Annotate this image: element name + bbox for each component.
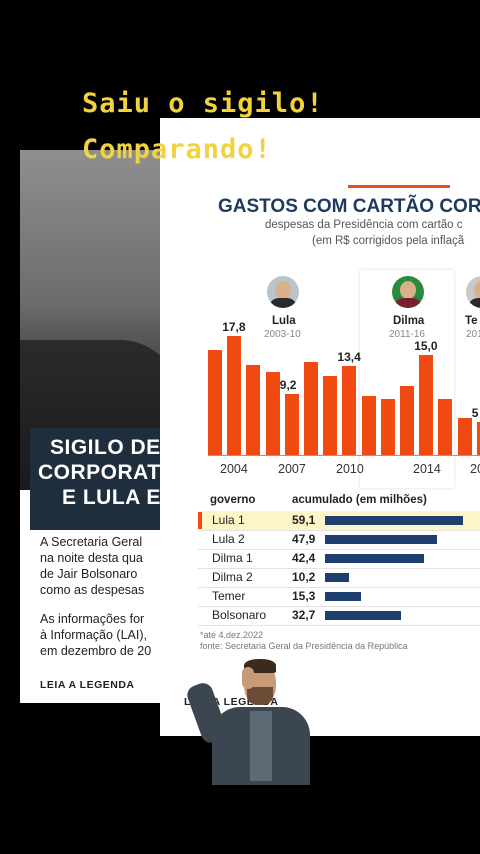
bar-value-label: 15,0 <box>414 339 438 353</box>
news-body-line: na noite desta qua <box>40 551 143 565</box>
chart-bar-2012 <box>380 399 395 455</box>
bar-value-label: 9,2 <box>279 377 297 392</box>
chart-bar-2003 <box>208 349 222 455</box>
chart-baseline <box>208 455 480 456</box>
news-headline-line-2: CORPORAT <box>38 461 161 484</box>
row-highlight-marker <box>198 512 202 529</box>
infographic-subtitle-2: (em R$ corrigidos pela inflaçã <box>312 235 465 247</box>
x-tick-label: 2007 <box>278 462 306 476</box>
dilma-avatar <box>392 276 424 308</box>
row-bar <box>325 611 402 620</box>
chart-bar-2013 <box>400 385 414 455</box>
news-body-line: de Jair Bolsonaro <box>40 567 138 581</box>
read-caption-label: LEIA A LEGENDA <box>40 679 135 691</box>
chart-bar-2006 <box>265 372 280 455</box>
title-accent-line <box>348 185 450 188</box>
chart-bar-2016 <box>457 417 472 455</box>
background-news-card: SIGILO DE CORPORAT E LULA E A Secretaria… <box>20 150 180 703</box>
chart-bar-2005 <box>246 365 261 455</box>
x-tick-label: 20 <box>470 462 480 476</box>
row-bar <box>325 573 349 582</box>
footnote-source: fonte: Secretaria Geral da Presidência d… <box>200 641 408 651</box>
chart-bar-2017 <box>476 421 480 455</box>
presenter-video-overlay <box>184 655 312 785</box>
table-row: Lula 1 59,1 <box>198 511 480 531</box>
chart-bar-2011 <box>361 395 376 455</box>
president-name: Te <box>465 315 478 327</box>
x-tick-label: 2004 <box>220 462 248 476</box>
presenter-beard <box>247 687 273 705</box>
table-row: Bolsonaro 32,7 <box>198 606 480 626</box>
lula-avatar <box>267 276 299 308</box>
president-name: Lula <box>272 315 296 327</box>
row-value: 15,3 <box>292 589 316 603</box>
footnote-date: *até 4.dez.2022 <box>200 630 264 640</box>
row-bar <box>325 535 437 544</box>
row-government: Dilma 1 <box>212 551 253 565</box>
row-government: Temer <box>212 589 246 603</box>
table-row: Temer 15,3 <box>198 587 480 607</box>
overlay-caption-line-1: Saiu o sigilo! <box>82 88 324 119</box>
table-header-acumulado: acumulado (em milhões) <box>292 494 427 506</box>
chart-bar-2014 <box>419 355 434 455</box>
news-body-line: A Secretaria Geral <box>40 535 143 549</box>
row-value: 32,7 <box>292 608 316 622</box>
row-government: Dilma 2 <box>212 570 253 584</box>
presenter-hand <box>242 667 254 689</box>
overlay-caption-line-2: Comparando! <box>82 134 272 165</box>
presenter-shirt <box>250 711 272 781</box>
chart-bar-2007 <box>284 393 299 455</box>
bar-value-label: 5 <box>471 405 479 420</box>
news-headline-box: SIGILO DE CORPORAT E LULA E <box>30 428 180 530</box>
row-bar <box>325 554 424 563</box>
temer-avatar <box>466 276 480 308</box>
news-body-line: à Informação (LAI), <box>40 628 147 642</box>
chart-bar-2008 <box>304 362 318 455</box>
table-row: Lula 2 47,9 <box>198 530 480 550</box>
table-row: Dilma 1 42,4 <box>198 549 480 569</box>
row-bar <box>325 516 463 525</box>
row-government: Lula 2 <box>212 532 245 546</box>
table-header-governo: governo <box>210 494 256 506</box>
president-years: 2011-16 <box>389 329 425 340</box>
chart-bar-2009 <box>323 376 338 455</box>
row-value: 59,1 <box>292 513 316 527</box>
president-years: 201 <box>466 329 480 340</box>
row-value: 10,2 <box>292 570 316 584</box>
bar-value-label: 13,4 <box>337 349 361 364</box>
table-row: Dilma 2 10,2 <box>198 568 480 588</box>
row-value: 42,4 <box>292 551 316 565</box>
x-tick-label: 2014 <box>413 462 441 476</box>
news-body-line: As informações for <box>40 612 145 626</box>
news-headline-line-1: SIGILO DE <box>50 436 161 459</box>
infographic-subtitle: despesas da Presidência com cartão c <box>265 219 463 231</box>
bar-value-label: 17,8 <box>222 320 246 335</box>
news-body-line: em dezembro de 20 <box>40 644 152 658</box>
row-government: Lula 1 <box>212 513 245 527</box>
row-bar <box>325 592 361 601</box>
chart-bar-2015 <box>438 399 453 455</box>
president-name: Dilma <box>393 315 425 327</box>
chart-bar-2004 <box>227 336 242 455</box>
row-government: Bolsonaro <box>212 608 267 622</box>
president-years: 2003-10 <box>264 329 301 340</box>
infographic-title: GASTOS COM CARTÃO COR <box>218 196 480 217</box>
news-body-line: como as despesas <box>40 583 145 597</box>
chart-bar-2010 <box>342 365 357 455</box>
news-headline-line-3: E LULA E <box>62 486 161 509</box>
infographic-card: GASTOS COM CARTÃO COR despesas da Presid… <box>160 118 480 736</box>
row-value: 47,9 <box>292 532 316 546</box>
x-tick-label: 2010 <box>336 462 364 476</box>
